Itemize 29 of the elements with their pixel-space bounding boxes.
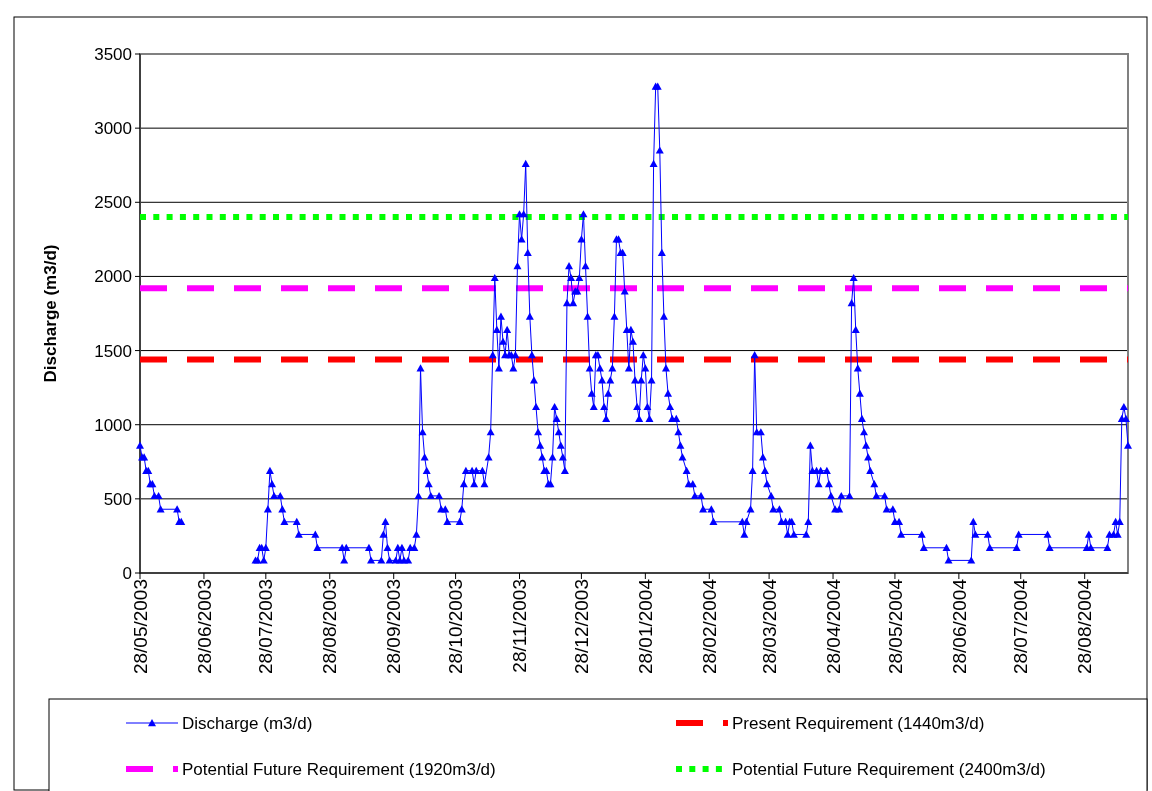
- x-tick-label: 28/05/2003: [129, 579, 151, 675]
- x-tick-label: 28/09/2003: [383, 579, 405, 675]
- y-tick-label: 2500: [94, 193, 132, 213]
- y-tick-label: 0: [122, 563, 132, 583]
- legend-label: Discharge (m3/d): [182, 713, 313, 733]
- x-tick-label: 28/12/2003: [571, 579, 593, 675]
- x-tick-label: 28/01/2004: [634, 578, 656, 675]
- y-tick-label: 1500: [94, 341, 132, 361]
- x-tick-label: 28/07/2004: [1010, 578, 1032, 675]
- x-tick-label: 28/04/2004: [822, 578, 844, 675]
- legend-label: Potential Future Requirement (2400m3/d): [732, 759, 1046, 779]
- x-tick-label: 28/08/2004: [1074, 578, 1096, 675]
- y-tick-label: 500: [103, 489, 132, 509]
- y-tick-label: 2000: [94, 267, 132, 287]
- x-tick-label: 28/05/2004: [884, 578, 906, 675]
- x-tick-label: 28/06/2004: [948, 578, 970, 675]
- y-tick-label: 3000: [94, 119, 132, 139]
- y-axis-title: Discharge (m3/d): [41, 244, 60, 383]
- y-tick-label: 1000: [94, 415, 132, 435]
- x-tick-label: 28/03/2004: [758, 578, 780, 675]
- legend-label: Potential Future Requirement (1920m3/d): [182, 759, 496, 779]
- x-tick-label: 28/10/2003: [445, 579, 467, 675]
- x-tick-label: 28/02/2004: [698, 578, 720, 675]
- legend-label: Present Requirement (1440m3/d): [732, 713, 985, 733]
- x-tick-label: 28/06/2003: [193, 579, 215, 675]
- x-tick-label: 28/08/2003: [319, 579, 341, 675]
- x-tick-label: 28/11/2003: [509, 579, 531, 673]
- y-tick-label: 3500: [94, 44, 132, 64]
- x-tick-label: 28/07/2003: [255, 579, 277, 675]
